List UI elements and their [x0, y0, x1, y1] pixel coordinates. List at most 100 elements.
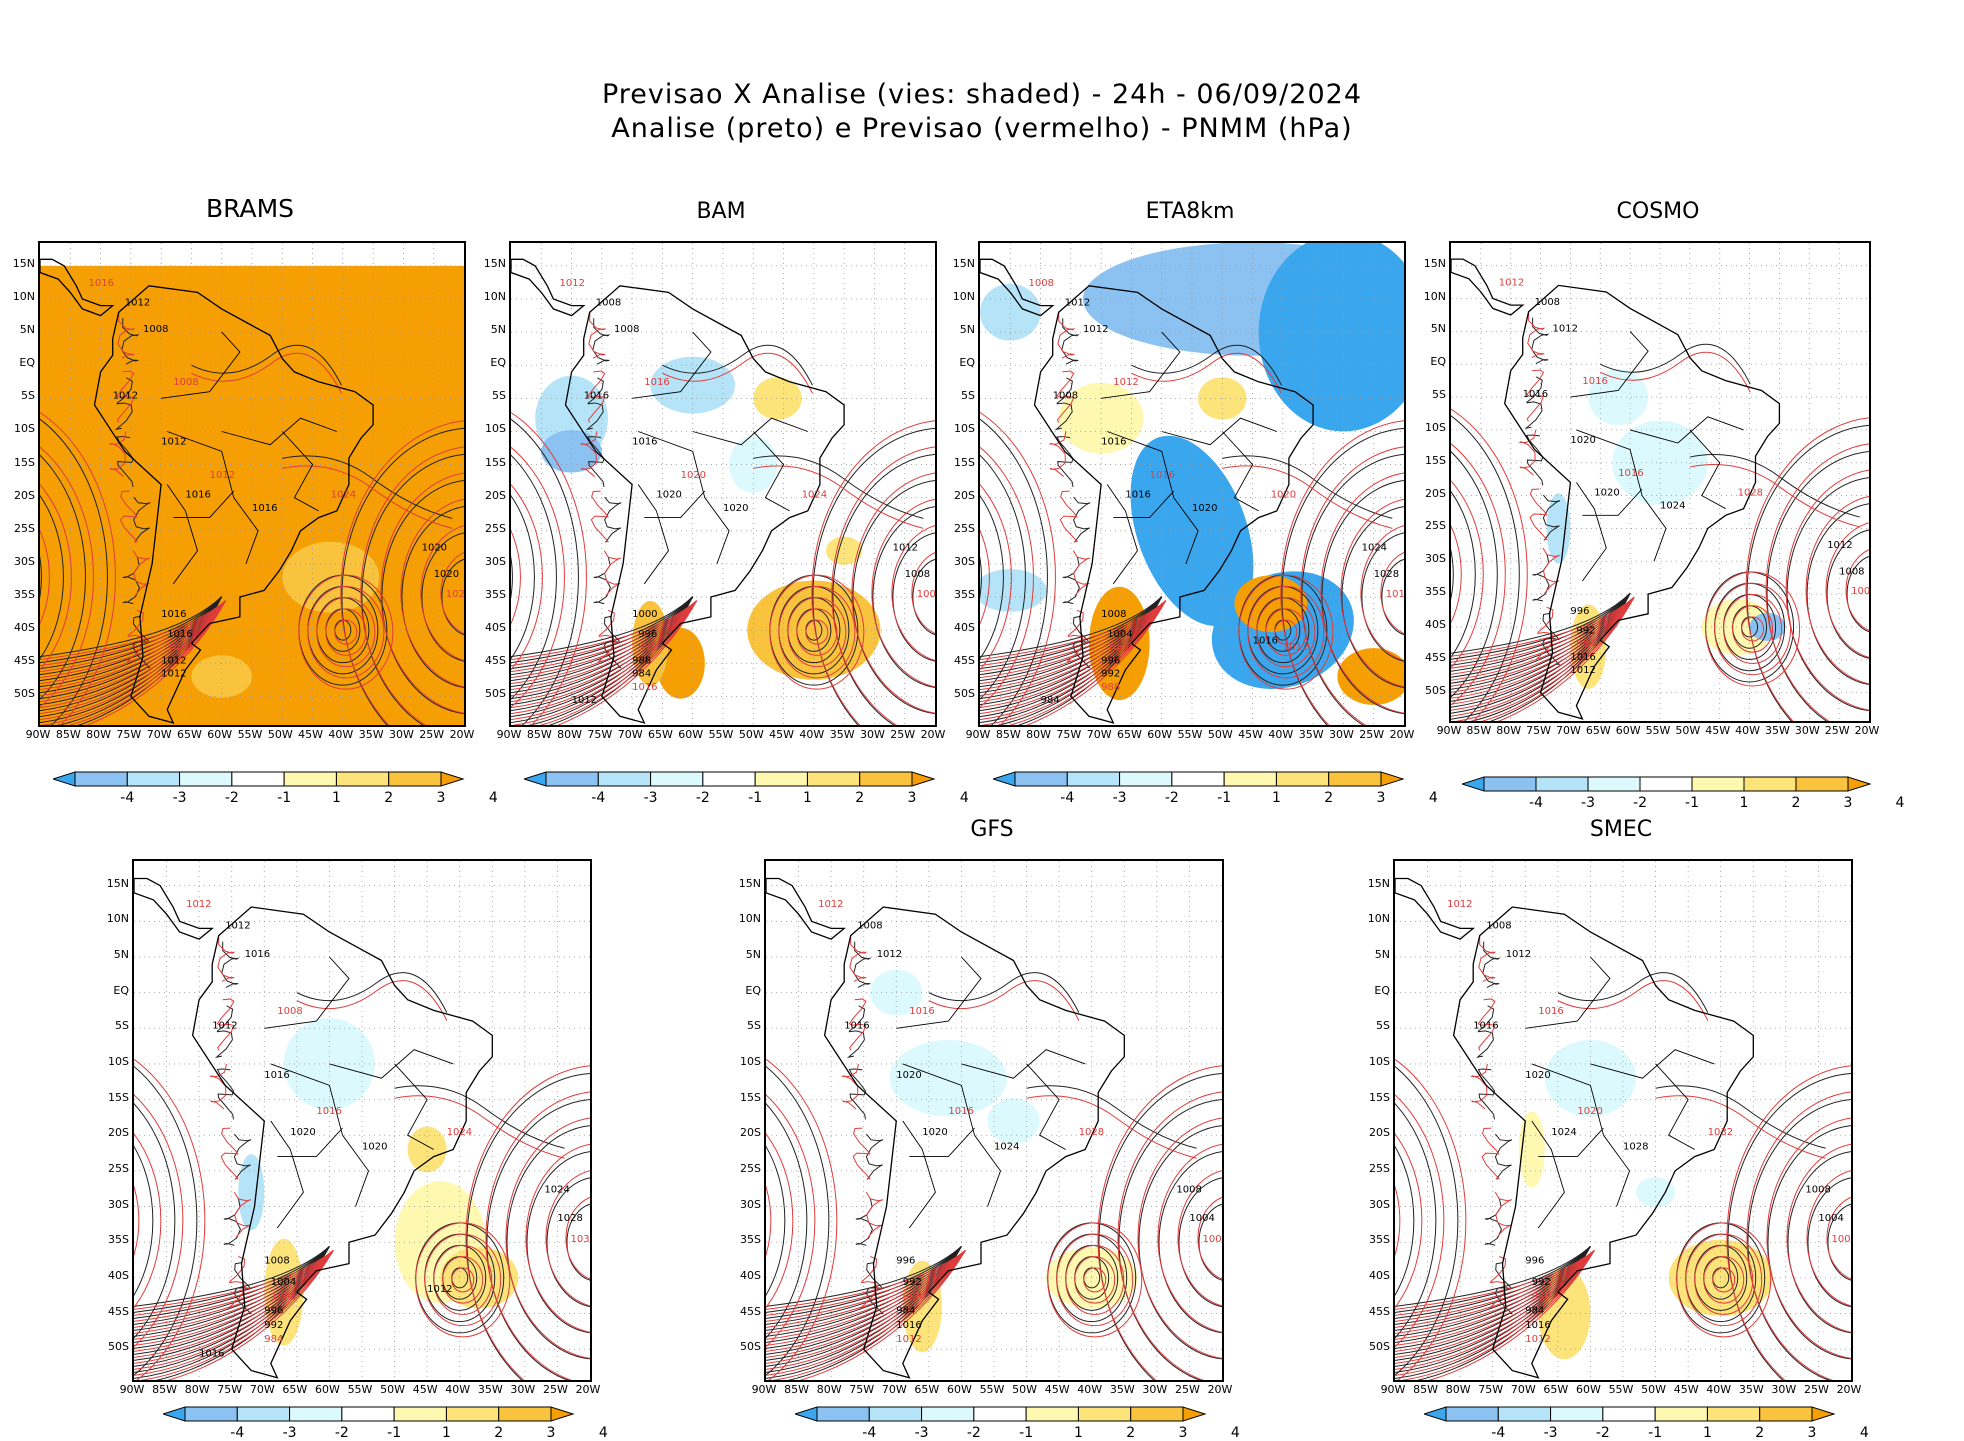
- isobar-label: 1012: [818, 899, 843, 910]
- lat-tick-label: EQ: [113, 983, 129, 997]
- colorbar-tick-label: -3: [282, 1425, 297, 1441]
- isobar-label: 1012: [1386, 589, 1404, 600]
- lon-tick-label: 65W: [1116, 728, 1142, 741]
- colorbar-tick-label: 4: [1895, 795, 1905, 811]
- lon-tick-label: 30W: [1794, 724, 1820, 737]
- isobar-label: 1020: [1577, 1106, 1602, 1117]
- colorbar-segment: [74, 771, 128, 787]
- isobar-label: 1028: [1374, 569, 1399, 580]
- map-plot: 1012 1008 1012 1016 1016 1020 1020 1024 1028 1032…: [1393, 859, 1853, 1382]
- lat-tick-label: 15S: [108, 1090, 129, 1104]
- lon-tick-label: 20W: [1854, 724, 1880, 737]
- isobar-label: 1008: [1486, 920, 1511, 931]
- isobar-label: 1012: [1083, 324, 1108, 335]
- isobar-label: 1028: [557, 1213, 582, 1224]
- isobar-label: 1008: [143, 324, 168, 335]
- colorbar-tick-label: 2: [384, 790, 394, 806]
- isobar-label: 1000: [1107, 642, 1132, 653]
- colorbar-tick-label: 4: [1428, 790, 1438, 806]
- isobar-label: 996: [264, 1306, 283, 1317]
- lat-tick-label: 10N: [1423, 289, 1446, 303]
- map-svg: 1016101210081008101210121012101610161024…: [40, 243, 464, 725]
- colorbar-segment: [1119, 771, 1173, 787]
- colorbar-tick-label: 1: [802, 790, 812, 806]
- lon-tick-label: 30W: [1771, 1383, 1797, 1396]
- lat-tick-label: 50S: [954, 687, 975, 701]
- colorbar-segment: [126, 771, 181, 787]
- colorbar-segment: [650, 771, 704, 787]
- colorbar-tick-label: -3: [172, 790, 187, 806]
- lat-tick-label: 10S: [14, 422, 35, 436]
- colorbar-segment: [289, 1406, 343, 1422]
- lat-tick-label: 40S: [954, 621, 975, 635]
- isobar-label: 1016: [1523, 389, 1548, 400]
- lat-tick-label: 15S: [14, 455, 35, 469]
- lon-tick-label: 35W: [1738, 1383, 1764, 1396]
- colorbar-tick-label: 2: [494, 1425, 504, 1441]
- isobar-label: 1020: [1192, 503, 1217, 514]
- lon-tick-label: 30W: [1142, 1383, 1168, 1396]
- isobar-label: 1016: [1618, 468, 1643, 479]
- isobar-label: 1008: [905, 569, 930, 580]
- colorbar-tick-label: -1: [387, 1425, 402, 1441]
- lon-tick-label: 70W: [146, 728, 172, 741]
- colorbar-tick-label: -2: [1595, 1425, 1610, 1441]
- lon-tick-label: 90W: [1380, 1383, 1406, 1396]
- colorbar-segment: [445, 1406, 500, 1422]
- lon-tick-label: 40W: [1077, 1383, 1103, 1396]
- isobar-label: 1016: [1101, 437, 1126, 448]
- isobar-label: 1016: [896, 1320, 921, 1331]
- colorbar-segment: [1077, 1406, 1132, 1422]
- isobar-label: 1024: [331, 490, 356, 501]
- map-plot: 1012 1012 1016 1008 1012 1016 1016 1020 1020 1024…: [132, 859, 592, 1382]
- isobar-label: 1008: [1805, 1184, 1830, 1195]
- isobar-label: 988: [903, 1291, 922, 1302]
- lat-tick-label: 20S: [108, 1126, 129, 1140]
- lon-tick-label: 25W: [1803, 1383, 1829, 1396]
- colorbar-tick-label: -3: [1581, 795, 1595, 811]
- lon-tick-label: 20W: [575, 1383, 601, 1396]
- lat-tick-label: 15S: [1425, 453, 1446, 467]
- colorbar-tick-label: -2: [1633, 795, 1647, 811]
- colorbar-segment: [236, 1406, 291, 1422]
- lon-tick-label: 55W: [1608, 1383, 1634, 1396]
- isobar-label: 1024: [544, 1184, 569, 1195]
- lat-tick-label: 50S: [740, 1340, 761, 1354]
- lon-tick-label: 30W: [510, 1383, 536, 1396]
- lon-tick-label: 60W: [314, 1383, 340, 1396]
- colorbar-segment: [1587, 776, 1641, 792]
- lon-tick-label: 55W: [347, 1383, 373, 1396]
- colorbar-segment: [1706, 1406, 1761, 1422]
- isobar-label: 1008: [173, 377, 198, 388]
- isobar-label: 1016: [252, 503, 277, 514]
- isobar-label: 1012: [161, 437, 186, 448]
- isobar-label: 984: [1525, 1306, 1544, 1317]
- lat-tick-label: 50S: [14, 687, 35, 701]
- colorbar-segment: [1550, 1406, 1604, 1422]
- isobar-label: 1016: [1538, 1006, 1563, 1017]
- isobar-label: 1016: [245, 949, 270, 960]
- isobar-label: 1028: [1079, 1127, 1104, 1138]
- colorbar-tick-label: -2: [966, 1425, 981, 1441]
- isobar-label: 1004: [1818, 1213, 1843, 1224]
- panel-eta8km: ETA8km 1008 1012 1012 1012 1008 1016 1016 1016 10…: [953, 199, 1438, 806]
- colorbar-tick-label: -2: [695, 790, 710, 806]
- lon-tick-label: 30W: [388, 728, 414, 741]
- lon-tick-label: 90W: [119, 1383, 145, 1396]
- isobar-label: 1012: [113, 390, 138, 401]
- lon-tick-label: 70W: [617, 728, 643, 741]
- lat-tick-label: 45S: [1425, 650, 1446, 664]
- lat-tick-label: 20S: [740, 1126, 761, 1140]
- lat-tick-label: 30S: [108, 1197, 129, 1211]
- lon-tick-label: 80W: [184, 1383, 210, 1396]
- isobar-label: 996: [1101, 655, 1120, 666]
- colorbar: [163, 1406, 575, 1422]
- isobar-label: 1024: [1551, 1127, 1576, 1138]
- lon-tick-label: 85W: [152, 1383, 177, 1396]
- isobar-label: 1020: [1570, 435, 1595, 446]
- colorbar-segment: [806, 771, 861, 787]
- lon-tick-label: 45W: [412, 1383, 438, 1396]
- figure-title-line2: Analise (preto) e Previsao (vermelho) - …: [611, 113, 1353, 144]
- lat-tick-label: EQ: [19, 356, 35, 370]
- colorbar-segment: [973, 1406, 1027, 1422]
